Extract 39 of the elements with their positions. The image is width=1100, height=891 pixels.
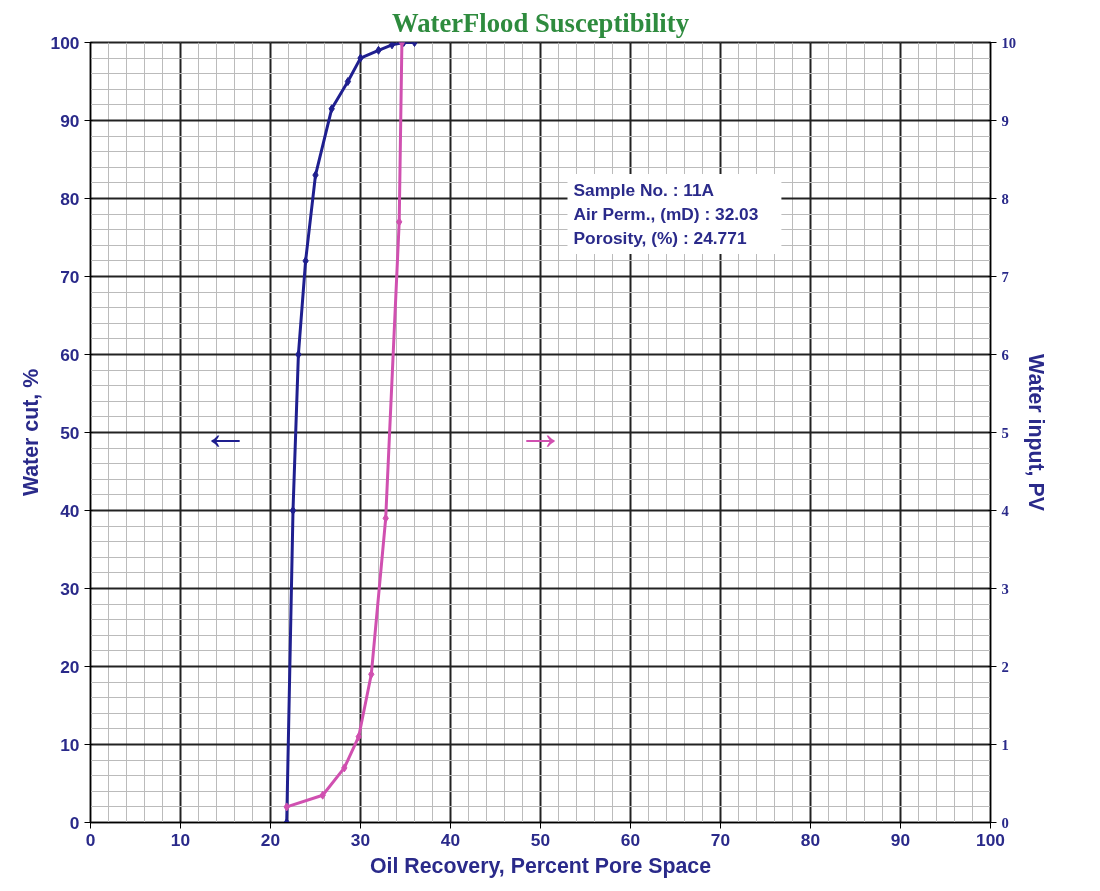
y-tick-label: 10 <box>60 734 80 755</box>
x-tick-label: 70 <box>710 829 731 850</box>
y2-tick-label: 4 <box>1001 502 1010 519</box>
y2-tick-label: 8 <box>1001 190 1009 207</box>
y2-tick-label: 1 <box>1001 736 1009 753</box>
y-tick-label: 20 <box>60 656 80 677</box>
y-tick-label: 100 <box>50 32 80 53</box>
y2-tick-label: 5 <box>1001 424 1009 441</box>
y-axis-title: Water cut, % <box>18 368 43 497</box>
y2-tick-label: 0 <box>1001 814 1009 831</box>
y2-tick-label: 7 <box>1001 268 1009 285</box>
y-tick-label: 90 <box>60 110 80 131</box>
y-tick-label: 40 <box>60 500 80 521</box>
x-tick-label: 80 <box>800 829 821 850</box>
y-tick-label: 60 <box>60 344 80 365</box>
y-tick-label: 50 <box>60 422 80 443</box>
y2-tick-label: 2 <box>1001 658 1009 675</box>
y-tick-label: 30 <box>60 578 80 599</box>
chart-title: WaterFlood Susceptibility <box>392 7 690 38</box>
y2-tick-label: 9 <box>1001 112 1009 129</box>
x-tick-label: 0 <box>85 829 96 850</box>
x-tick-label: 20 <box>260 829 281 850</box>
x-tick-label: 40 <box>440 829 461 850</box>
y2-tick-label: 10 <box>1001 34 1017 51</box>
x-axis-title: Oil Recovery, Percent Pore Space <box>369 853 712 878</box>
y-tick-label: 0 <box>69 812 80 833</box>
x-tick-label: 50 <box>530 829 551 850</box>
x-tick-label: 60 <box>620 829 641 850</box>
annotation: ← <box>201 406 250 459</box>
x-tick-label: 10 <box>170 829 191 850</box>
x-tick-label: 90 <box>890 829 911 850</box>
y2-tick-label: 3 <box>1001 580 1009 597</box>
y2-tick-label: 6 <box>1001 346 1009 363</box>
x-tick-label: 30 <box>350 829 371 850</box>
y-tick-label: 80 <box>60 188 80 209</box>
annotation: Sample No. : 11A Air Perm., (mD) : 32.03 Porosity, (%) : 24.771 <box>573 180 759 249</box>
y2-axis-title: Water input, PV <box>1024 354 1049 512</box>
y-tick-label: 70 <box>60 266 80 287</box>
x-tick-label: 100 <box>976 829 1005 850</box>
